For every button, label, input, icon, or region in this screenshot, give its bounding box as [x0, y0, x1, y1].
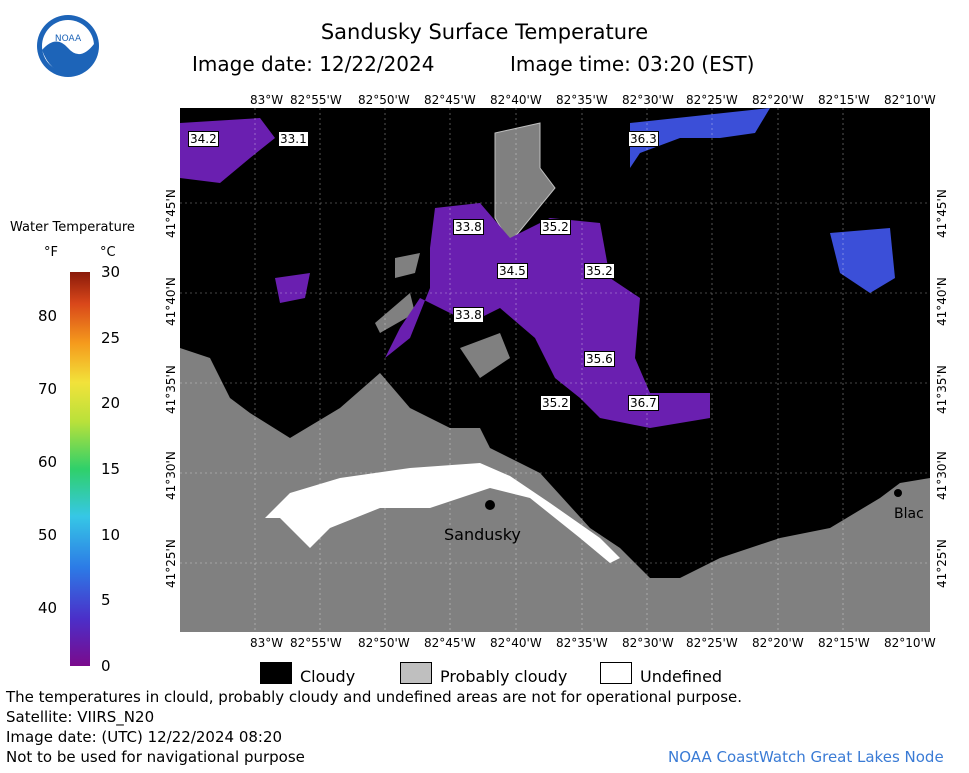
temperature-label: 33.8	[453, 307, 484, 323]
temperature-label: 35.2	[540, 219, 571, 235]
longitude-label: 82°40'W	[490, 93, 542, 107]
celsius-tick-label: 5	[101, 591, 111, 610]
temperature-colorbar	[70, 272, 90, 666]
longitude-label: 83°W	[250, 93, 284, 107]
celsius-tick-label: 25	[101, 328, 121, 347]
longitude-label: 82°45'W	[424, 93, 476, 107]
temperature-label: 35.2	[584, 263, 615, 279]
latitude-label: 41°25'N	[935, 539, 949, 588]
longitude-label: 82°40'W	[490, 636, 542, 650]
satellite-text: Satellite: VIIRS_N20	[6, 708, 155, 726]
longitude-label: 82°30'W	[622, 93, 674, 107]
celsius-tick-label: 15	[101, 460, 121, 478]
longitude-label: 82°50'W	[358, 93, 410, 107]
latitude-label: 41°35'N	[164, 365, 178, 414]
image-time: Image time: 03:20 (EST)	[510, 52, 755, 76]
legend-title: Water Temperature	[10, 220, 135, 235]
undefined-area	[265, 463, 620, 563]
temperature-label: 35.6	[584, 351, 615, 367]
temperature-label: 34.2	[188, 131, 219, 147]
latitude-label: 41°35'N	[935, 365, 949, 414]
water-temperature-area	[830, 228, 895, 293]
page-title: Sandusky Surface Temperature	[320, 20, 649, 44]
longitude-label: 82°35'W	[556, 93, 608, 107]
celsius-tick-label: 30	[101, 263, 121, 281]
cloudy-swatch	[260, 662, 292, 684]
noaa-logo-icon: NOAA	[36, 14, 100, 78]
longitude-label: 82°55'W	[290, 93, 342, 107]
temperature-label: 34.5	[497, 263, 528, 279]
longitude-label: 82°50'W	[358, 636, 410, 650]
fahrenheit-tick-label: 40	[38, 598, 58, 617]
probably-cloudy-area	[494, 122, 556, 244]
undefined-swatch	[600, 662, 632, 684]
navigation-warning: Not to be used for navigational purpose	[6, 748, 305, 766]
longitude-label: 82°55'W	[290, 636, 342, 650]
utc-date-text: Image date: (UTC) 12/22/2024 08:20	[6, 728, 283, 746]
city-label: Blac	[894, 506, 924, 522]
longitude-label: 83°W	[250, 636, 284, 650]
longitude-label: 82°45'W	[424, 636, 476, 650]
probably-cloudy-area	[460, 333, 510, 378]
longitude-label: 82°20'W	[752, 93, 804, 107]
fahrenheit-tick-label: 60	[38, 452, 58, 471]
water-temperature-area	[275, 273, 310, 303]
longitude-label: 82°25'W	[686, 636, 738, 650]
latitude-label: 41°40'N	[935, 277, 949, 326]
longitude-label: 82°20'W	[752, 636, 804, 650]
water-temperature-area	[385, 203, 710, 428]
undefined-label: Undefined	[640, 667, 723, 686]
probably-cloudy-swatch	[400, 662, 432, 684]
temperature-label: 33.8	[453, 219, 484, 235]
latitude-label: 41°45'N	[935, 189, 949, 238]
unit-fahrenheit: °F	[44, 245, 58, 260]
longitude-label: 82°10'W	[884, 636, 936, 650]
graticule	[180, 108, 930, 632]
longitude-label: 82°30'W	[622, 636, 674, 650]
longitude-label: 82°10'W	[884, 93, 936, 107]
temperature-label: 36.3	[628, 131, 659, 147]
probably-cloudy-area	[395, 253, 420, 278]
longitude-label: 82°35'W	[556, 636, 608, 650]
temperature-label: 33.1	[278, 131, 309, 147]
latitude-label: 41°40'N	[164, 277, 178, 326]
image-date: Image date: 12/22/2024	[192, 52, 435, 76]
latitude-label: 41°30'N	[164, 451, 178, 500]
latitude-label: 41°45'N	[164, 189, 178, 238]
city-label-sandusky: Sandusky	[444, 525, 521, 544]
temperature-map	[180, 108, 930, 632]
celsius-tick-label: 0	[101, 657, 111, 675]
temperature-label: 36.7	[628, 395, 659, 411]
city-marker	[894, 489, 902, 497]
water-temperature-area	[630, 108, 770, 168]
fahrenheit-tick-label: 50	[38, 525, 58, 544]
land-area	[180, 348, 930, 632]
unit-celsius: °C	[100, 245, 116, 260]
cloudy-label: Cloudy	[300, 667, 356, 686]
node-credit: NOAA CoastWatch Great Lakes Node	[668, 748, 944, 766]
celsius-tick-label: 10	[101, 525, 121, 544]
longitude-label: 82°15'W	[818, 636, 870, 650]
probably-cloudy-label: Probably cloudy	[440, 667, 568, 686]
latitude-label: 41°25'N	[164, 539, 178, 588]
latitude-label: 41°30'N	[935, 451, 949, 500]
celsius-tick-label: 20	[101, 394, 121, 413]
logo-text: NOAA	[55, 34, 82, 44]
disclaimer-text: The temperatures in clould, probably clo…	[6, 688, 743, 706]
longitude-label: 82°15'W	[818, 93, 870, 107]
longitude-label: 82°25'W	[686, 93, 738, 107]
sandusky-marker	[485, 500, 495, 510]
temperature-label: 35.2	[540, 395, 571, 411]
fahrenheit-tick-label: 70	[38, 379, 58, 398]
fahrenheit-tick-label: 80	[38, 306, 58, 325]
